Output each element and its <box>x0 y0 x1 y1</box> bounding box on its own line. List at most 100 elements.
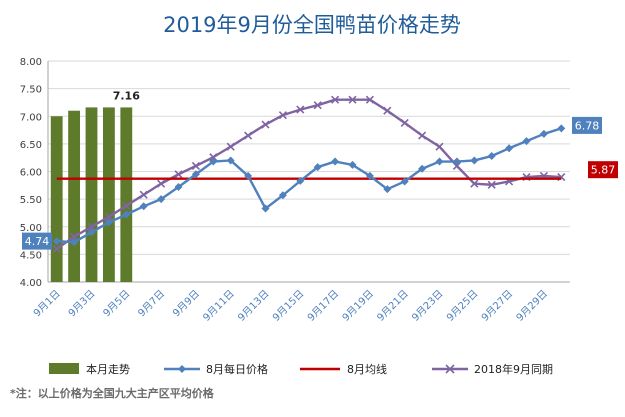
x-tick-label: 9月19日 <box>340 288 376 324</box>
x-marker-stroke <box>487 180 496 189</box>
y-tick-label: 5.50 <box>20 195 42 206</box>
y-tick-label: 7.50 <box>20 85 42 96</box>
x-marker-point <box>122 201 131 210</box>
bar-data-label: 7.16 <box>113 89 140 102</box>
legend-label-mean: 8月均线 <box>347 362 387 376</box>
x-marker-point <box>209 153 218 162</box>
x-tick-label: 9月29日 <box>514 288 550 324</box>
x-marker-stroke <box>400 118 409 127</box>
x-marker-point <box>261 120 270 129</box>
y-tick-label: 4.50 <box>20 250 42 261</box>
diamond-marker-point <box>452 157 461 166</box>
x-tick-label: 9月7日 <box>136 288 168 320</box>
x-marker-point <box>435 142 444 151</box>
x-marker-stroke <box>191 161 200 171</box>
data-label-start-box <box>22 232 52 250</box>
diamond-marker-point <box>244 171 253 180</box>
x-marker-stroke <box>365 95 374 104</box>
x-marker-point <box>331 95 340 104</box>
legend <box>49 363 468 374</box>
x-marker-point <box>226 142 235 151</box>
diamond-marker-point <box>278 191 287 200</box>
bar-mark <box>102 107 115 282</box>
diamond-marker-point <box>418 164 427 173</box>
x-marker-stroke <box>122 201 131 210</box>
x-marker-point <box>157 179 166 188</box>
x-marker-point <box>348 95 357 104</box>
diamond-marker-point <box>313 163 322 172</box>
y-tick-label: 4.00 <box>20 278 42 289</box>
x-marker-point <box>70 232 79 241</box>
x-tick-label: 9月25日 <box>444 288 480 324</box>
bar-mark <box>120 107 133 282</box>
x-marker-stroke <box>226 142 235 151</box>
diamond-marker-point <box>365 171 374 180</box>
x-marker-point <box>191 161 200 171</box>
x-marker-stroke <box>244 131 253 140</box>
x-tick-label: 9月15日 <box>270 288 306 324</box>
x-tick-label: 9月23日 <box>409 288 445 324</box>
diamond-marker-point <box>139 202 148 211</box>
x-marker-stroke <box>209 153 218 162</box>
x-marker-stroke <box>348 95 357 104</box>
diamond-marker-point <box>348 160 357 169</box>
x-tick-label: 9月13日 <box>235 288 271 324</box>
y-tick-label: 6.50 <box>20 140 42 151</box>
diamond-marker-point <box>400 177 409 186</box>
diamond-marker-point <box>539 129 548 138</box>
x-tick-label: 9月3日 <box>66 288 98 320</box>
x-marker-stroke <box>313 101 322 110</box>
x-marker-point <box>52 244 61 253</box>
x-marker-stroke <box>157 179 166 188</box>
data-label-mean-box <box>588 161 618 179</box>
x-marker-point <box>244 131 253 140</box>
x-marker-point <box>487 180 496 189</box>
x-marker-point <box>418 131 427 140</box>
x-marker-point <box>470 179 479 188</box>
diamond-marker-point <box>209 157 218 166</box>
y-tick-label: 6.00 <box>20 168 42 179</box>
y-tick-label: 8.00 <box>20 57 42 68</box>
data-label-end: 6.78 <box>575 119 600 132</box>
legend-diamond-icon <box>178 365 186 373</box>
x-marker-point <box>296 105 305 114</box>
x-marker-point <box>278 111 287 120</box>
legend-label-2018: 2018年9月同期 <box>474 362 553 376</box>
diamond-marker-point <box>522 137 531 146</box>
legend-label-august: 8月每日价格 <box>206 362 268 376</box>
x-tick-label: 9月17日 <box>305 288 341 324</box>
bar-mark <box>68 110 81 282</box>
x-tick-label: 9月21日 <box>375 288 411 324</box>
x-marker-stroke <box>452 161 461 171</box>
diamond-marker-point <box>122 210 131 219</box>
diamond-marker-point <box>261 204 270 213</box>
x-marker-stroke <box>435 142 444 151</box>
footnote: *注：以上价格为全国九大主产区平均价格 <box>10 386 215 400</box>
diamond-marker-point <box>557 124 566 133</box>
x-marker-stroke <box>70 232 79 241</box>
x-marker-stroke <box>278 111 287 120</box>
x-marker-stroke <box>87 222 96 231</box>
diamond-marker-point <box>383 185 392 194</box>
x-tick-label: 9月1日 <box>31 288 63 320</box>
x-marker-point <box>174 170 183 179</box>
x-marker-stroke <box>383 106 392 115</box>
diamond-marker-point <box>487 152 496 161</box>
diamond-marker-point <box>226 156 235 165</box>
diamond-marker-point <box>157 195 166 204</box>
x-tick-label: 9月5日 <box>101 288 133 320</box>
bar-mark <box>85 107 98 282</box>
x-marker-point <box>313 101 322 110</box>
x-marker-stroke <box>52 244 61 253</box>
x-marker-stroke <box>331 95 340 104</box>
diamond-marker-point <box>470 156 479 165</box>
x-tick-label: 9月11日 <box>201 288 237 324</box>
y-tick-label: 7.00 <box>20 112 42 123</box>
x-marker-stroke <box>470 179 479 188</box>
x-tick-label: 9月27日 <box>479 288 515 324</box>
x-tick-label: 9月9日 <box>170 288 202 320</box>
diamond-marker-point <box>505 144 514 153</box>
diamond-marker-point <box>52 237 61 246</box>
